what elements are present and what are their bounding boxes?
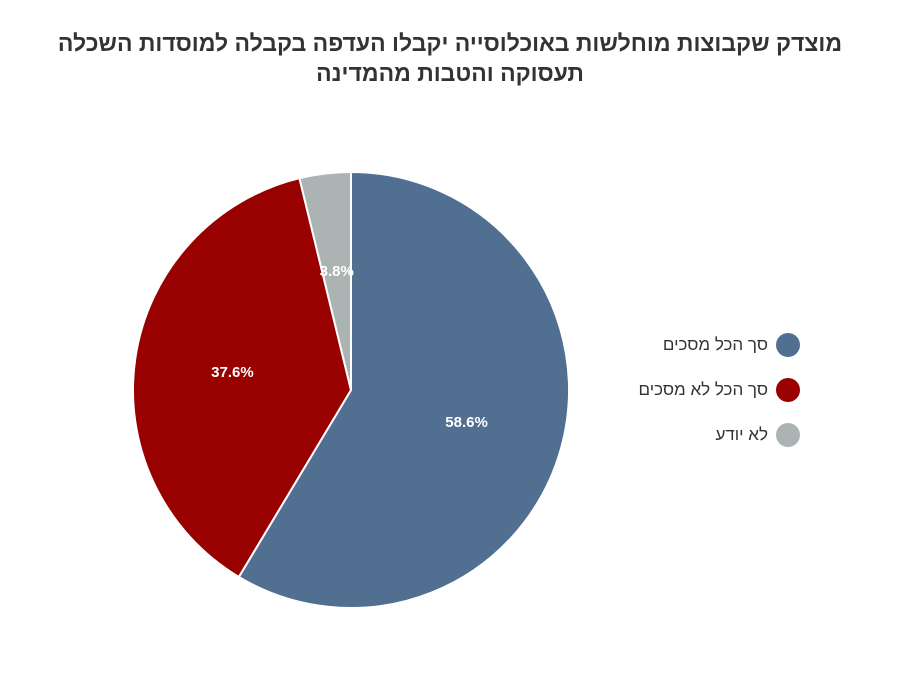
legend-swatch (776, 333, 800, 357)
legend-label: לא יודע (715, 425, 768, 444)
pie-slice-disagree[interactable] (132, 176, 353, 579)
pie-slice-agree[interactable] (237, 170, 570, 609)
pie-slice-dont-know[interactable] (298, 170, 352, 391)
data-label-disagree: 37.6% (211, 364, 254, 381)
chart-title: מוצדק שקבוצות מוחלשות באוכלוסייה יקבלו ה… (30, 28, 870, 88)
data-label-dont-know: 3.8% (320, 263, 354, 280)
legend-item-disagree[interactable]: סך הכל לא מסכים (600, 375, 800, 405)
chart-legend: סך הכל מסכים סך הכל לא מסכים לא יודע (600, 330, 800, 465)
chart-title-line-1: מוצדק שקבוצות מוחלשות באוכלוסייה יקבלו ה… (57, 30, 843, 56)
chart-title-line-2: תעסוקה והטבות מהמדינה (316, 60, 584, 86)
legend-label: סך הכל מסכים (662, 335, 768, 354)
data-label-agree: 58.6% (445, 414, 488, 431)
legend-item-dont-know[interactable]: לא יודע (600, 420, 800, 450)
legend-swatch (776, 378, 800, 402)
legend-swatch (776, 423, 800, 447)
legend-label: סך הכל לא מסכים (638, 380, 768, 399)
legend-item-agree[interactable]: סך הכל מסכים (600, 330, 800, 360)
